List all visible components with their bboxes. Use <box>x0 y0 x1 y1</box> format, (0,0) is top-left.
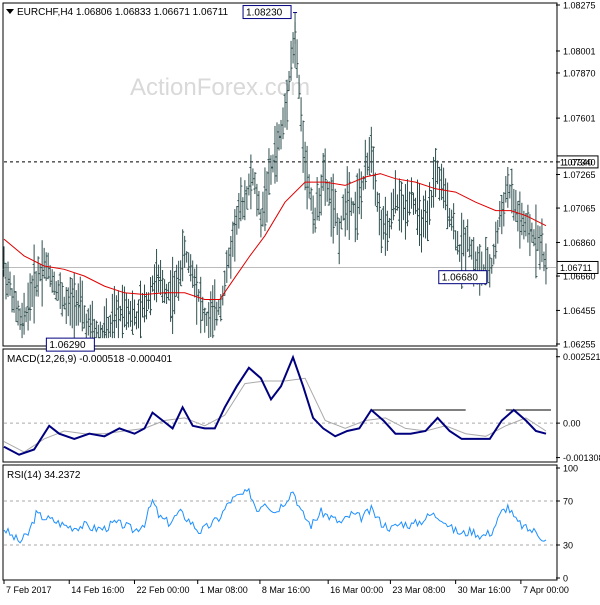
price-axis-label: 1.07065 <box>563 204 596 214</box>
axis-layer: 1.08275 1.08001 1.07870 1.07601 1.07340 1.072… <box>3 1 600 595</box>
rsi-axis-label: 0 <box>563 574 568 584</box>
macd-panel-frame <box>2 348 558 463</box>
annotation-1.06290: 1.06290 <box>49 340 86 351</box>
x-axis-label: 14 Feb 16:00 <box>71 585 124 595</box>
macd-header: MACD(12,26,9) -0.000518 -0.000401 <box>7 354 173 365</box>
macd-main-line <box>3 354 547 456</box>
x-axis-label: 8 Mar 16:00 <box>262 585 310 595</box>
grid-layer <box>4 161 556 546</box>
price-axis-label: 1.08275 <box>563 1 596 11</box>
macd-axis-label: 0.002521 <box>563 352 600 362</box>
price-axis-label: 1.08001 <box>563 46 596 56</box>
rsi-axis-label: 100 <box>563 464 578 474</box>
price-axis-label: 1.07601 <box>563 114 596 124</box>
price-axis-label: 1.06455 <box>563 306 596 316</box>
axis-label-1.06711-box <box>556 260 599 274</box>
price-axis-label: 1.06660 <box>563 272 596 282</box>
x-axis-label: 23 Mar 08:00 <box>392 585 445 595</box>
price-axis-label: 1.07265 <box>563 170 596 180</box>
annotation-1.06680-box <box>438 270 488 285</box>
x-axis-label: 30 Mar 16:00 <box>458 585 511 595</box>
annotation-1.08230: 1.08230 <box>246 8 283 19</box>
axis-label-1.07340: 1.07340 <box>560 157 593 167</box>
rsi-panel-frame <box>2 464 558 581</box>
annotation-1.06290-box <box>45 337 95 352</box>
macd-signal-line <box>3 377 547 453</box>
watermark: ActionForex.com <box>130 74 310 101</box>
price-panel-frame <box>2 2 558 347</box>
annotation-1.08230-box <box>242 5 292 20</box>
annotation-1.06680: 1.06680 <box>442 273 479 284</box>
rsi-header: RSI(14) 34.2372 <box>7 470 81 481</box>
rsi-axis-label: 70 <box>563 497 573 507</box>
x-axis-label: 16 Mar 00:00 <box>330 585 383 595</box>
macd-axis-label: -0.001308 <box>563 453 600 463</box>
series-layer <box>2 12 551 544</box>
price-axis-label: 1.07870 <box>563 68 596 78</box>
price-axis-label: 1.06860 <box>563 238 596 248</box>
axis-label-1.06711: 1.06711 <box>560 263 592 273</box>
x-axis-label: 1 Mar 08:00 <box>200 585 248 595</box>
triangle-down-icon[interactable] <box>6 9 14 14</box>
price-header: EURCHF,H4 1.06806 1.06833 1.06671 1.0671… <box>17 7 229 18</box>
price-axis-label: 1.06255 <box>563 340 596 350</box>
macd-axis-label: 0.00 <box>563 419 581 429</box>
x-axis-label: 7 Feb 2017 <box>6 585 52 595</box>
x-axis-label: 7 Apr 00:00 <box>523 585 569 595</box>
moving-average-line <box>3 173 547 300</box>
x-axis-label: 22 Feb 00:00 <box>136 585 189 595</box>
label-layer: 1.08230 1.06290 1.06680 1.07340 1.06711 <box>45 5 599 352</box>
price-axis-label: 1.07340 <box>563 157 596 167</box>
rsi-axis-label: 30 <box>563 541 573 551</box>
rsi-line <box>3 487 547 544</box>
